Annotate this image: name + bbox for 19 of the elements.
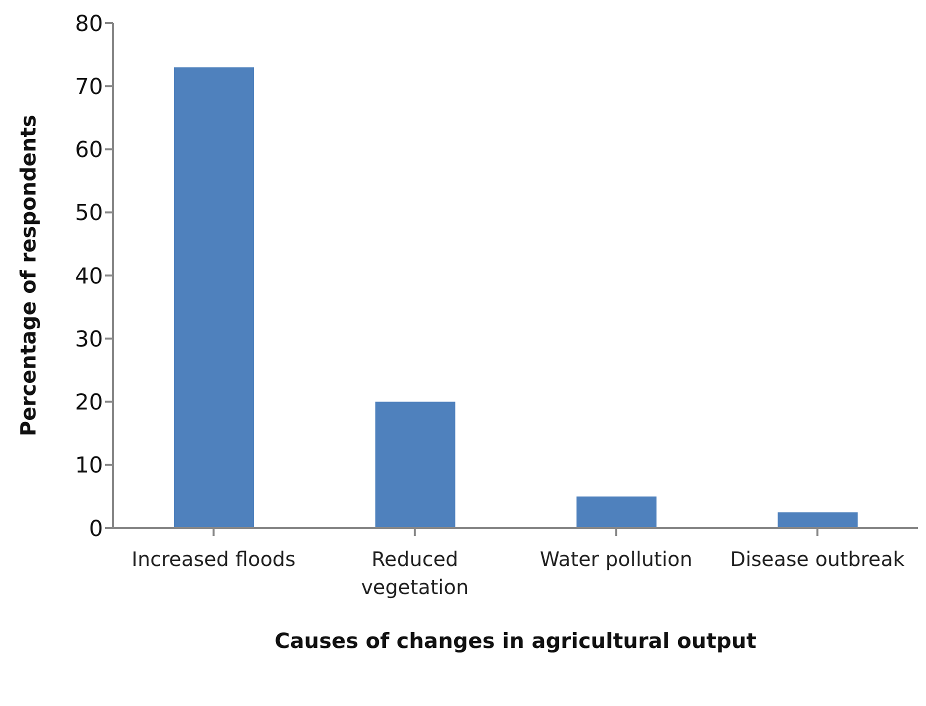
x-axis-title: Causes of changes in agricultural output — [274, 629, 756, 653]
y-tick-label: 10 — [75, 454, 103, 479]
bar — [778, 512, 858, 528]
x-tick-label: Increased floods — [132, 547, 296, 571]
y-tick-label: 80 — [75, 12, 103, 37]
y-tick-label: 60 — [75, 138, 103, 164]
y-tick-label: 40 — [75, 264, 103, 290]
x-tick-label: Reduced vegetation — [361, 547, 469, 599]
y-tick-label: 50 — [75, 201, 103, 226]
x-tick-label: Disease outbreak — [730, 547, 905, 571]
bar — [375, 402, 456, 528]
y-tick-label: 70 — [75, 74, 103, 100]
y-tick-label: 20 — [75, 390, 103, 416]
y-tick-label: 30 — [75, 327, 103, 352]
bar — [174, 67, 254, 528]
bar — [576, 496, 656, 528]
y-axis-title: Percentage of respondents — [16, 114, 40, 436]
y-tick-label: 0 — [89, 516, 103, 542]
x-tick-label: Water pollution — [540, 547, 692, 571]
